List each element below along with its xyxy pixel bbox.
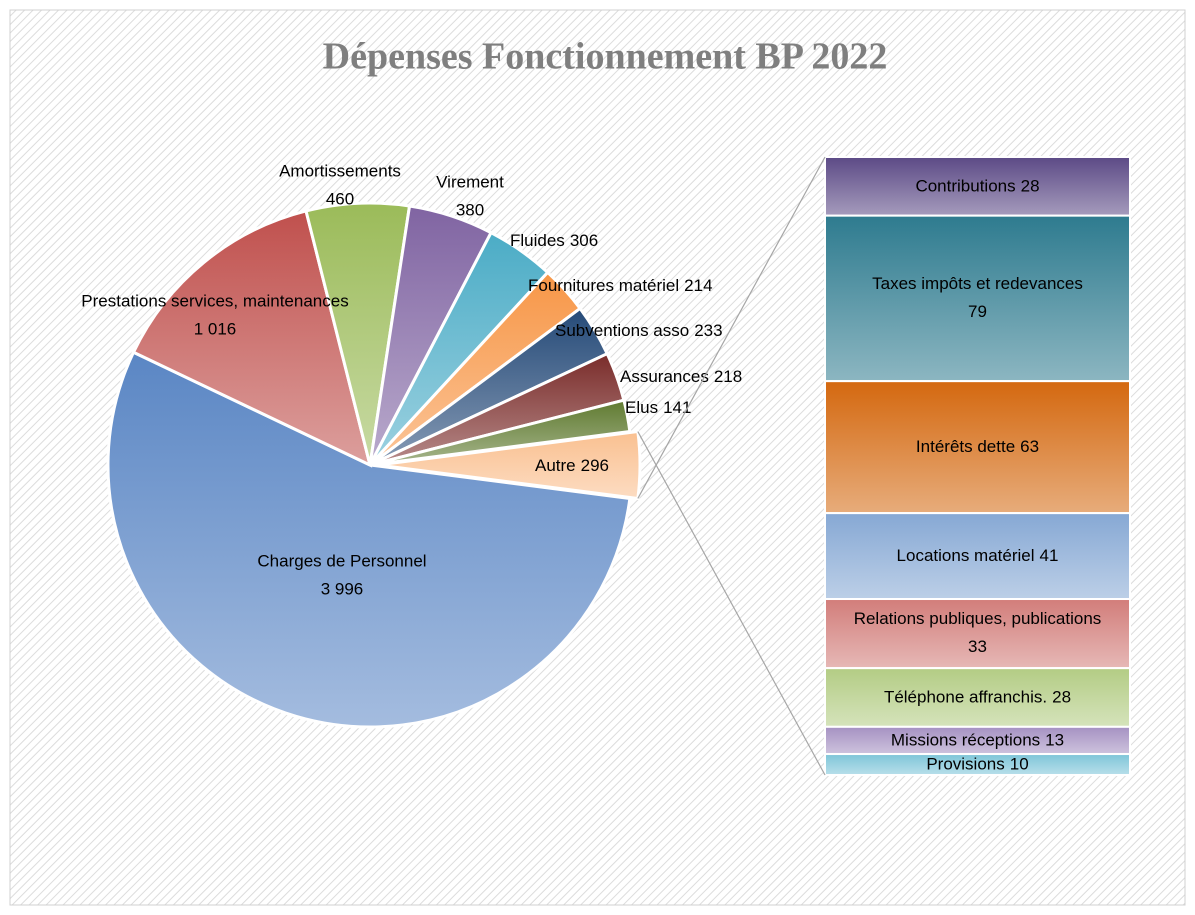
bar-label: Provisions bbox=[926, 755, 1004, 774]
connector bbox=[637, 156, 826, 499]
bar-label-group: Téléphone affranchis. 28 bbox=[884, 688, 1071, 707]
bar-segment bbox=[824, 156, 1131, 217]
slice-value: 218 bbox=[714, 367, 742, 386]
slice-label: Virement bbox=[436, 172, 504, 191]
bar-label: Locations matériel bbox=[897, 547, 1035, 566]
bar-segment bbox=[824, 380, 1131, 515]
bar-label: Taxes impôts et redevances bbox=[872, 274, 1083, 293]
chart-title: Dépenses Fonctionnement BP 2022 bbox=[323, 36, 888, 78]
bar-label-group: Intérêts dette 63 bbox=[916, 438, 1039, 457]
slice-label-group: Autre 296 bbox=[535, 456, 609, 475]
connector bbox=[637, 431, 826, 776]
slice-label: Assurances bbox=[620, 367, 709, 386]
slice-value: 306 bbox=[570, 231, 598, 250]
slice-label: Fluides bbox=[510, 231, 565, 250]
slice-label-group: Assurances 218 bbox=[620, 367, 742, 386]
bar-value: 63 bbox=[1020, 438, 1039, 457]
bar-value: 28 bbox=[1052, 688, 1071, 707]
bar-label: Intérêts dette bbox=[916, 438, 1015, 457]
bar-label-group: Locations matériel 41 bbox=[897, 547, 1059, 566]
slice-label-group: Subventions asso 233 bbox=[555, 321, 723, 340]
slice-label: Autre bbox=[535, 456, 576, 475]
bar-label-group: Missions réceptions 13 bbox=[891, 731, 1064, 750]
bar-segment bbox=[824, 725, 1131, 756]
slice-label: Prestations services, maintenances bbox=[81, 291, 348, 310]
bar-label-group: Provisions 10 bbox=[926, 755, 1028, 774]
bar-label-group: Contributions 28 bbox=[915, 177, 1039, 196]
bar-value: 10 bbox=[1010, 755, 1029, 774]
slice-value: 296 bbox=[581, 456, 609, 475]
slice-label: Amortissements bbox=[279, 161, 401, 180]
bar-value: 41 bbox=[1040, 547, 1059, 566]
slice-value: 214 bbox=[684, 276, 712, 295]
slice-label: Fournitures matériel bbox=[528, 276, 679, 295]
bar-value: 79 bbox=[968, 302, 987, 321]
bar-segment bbox=[824, 512, 1131, 601]
slice-value: 380 bbox=[456, 200, 484, 219]
pie-slice bbox=[106, 350, 632, 729]
slice-value: 1 016 bbox=[194, 319, 237, 338]
bar-value: 33 bbox=[968, 637, 987, 656]
bar-value: 13 bbox=[1045, 731, 1064, 750]
bar-label: Contributions bbox=[915, 177, 1015, 196]
slice-label-group: Fournitures matériel 214 bbox=[528, 276, 713, 295]
slice-label-group: Fluides 306 bbox=[510, 231, 598, 250]
bar-label: Téléphone affranchis. bbox=[884, 688, 1047, 707]
bar-label: Relations publiques, publications bbox=[854, 609, 1102, 628]
slice-value: 3 996 bbox=[321, 579, 364, 598]
slice-label: Charges de Personnel bbox=[257, 551, 426, 570]
bar-value: 28 bbox=[1021, 177, 1040, 196]
bar-segment bbox=[824, 667, 1131, 728]
pie-slice bbox=[131, 209, 373, 468]
bar-label: Missions réceptions bbox=[891, 731, 1040, 750]
slice-value: 233 bbox=[694, 321, 722, 340]
slice-value: 460 bbox=[326, 189, 354, 208]
bar-segment bbox=[824, 214, 1131, 383]
slice-label: Elus bbox=[625, 398, 658, 417]
bar-segment bbox=[824, 753, 1131, 776]
slice-label: Subventions asso bbox=[555, 321, 689, 340]
